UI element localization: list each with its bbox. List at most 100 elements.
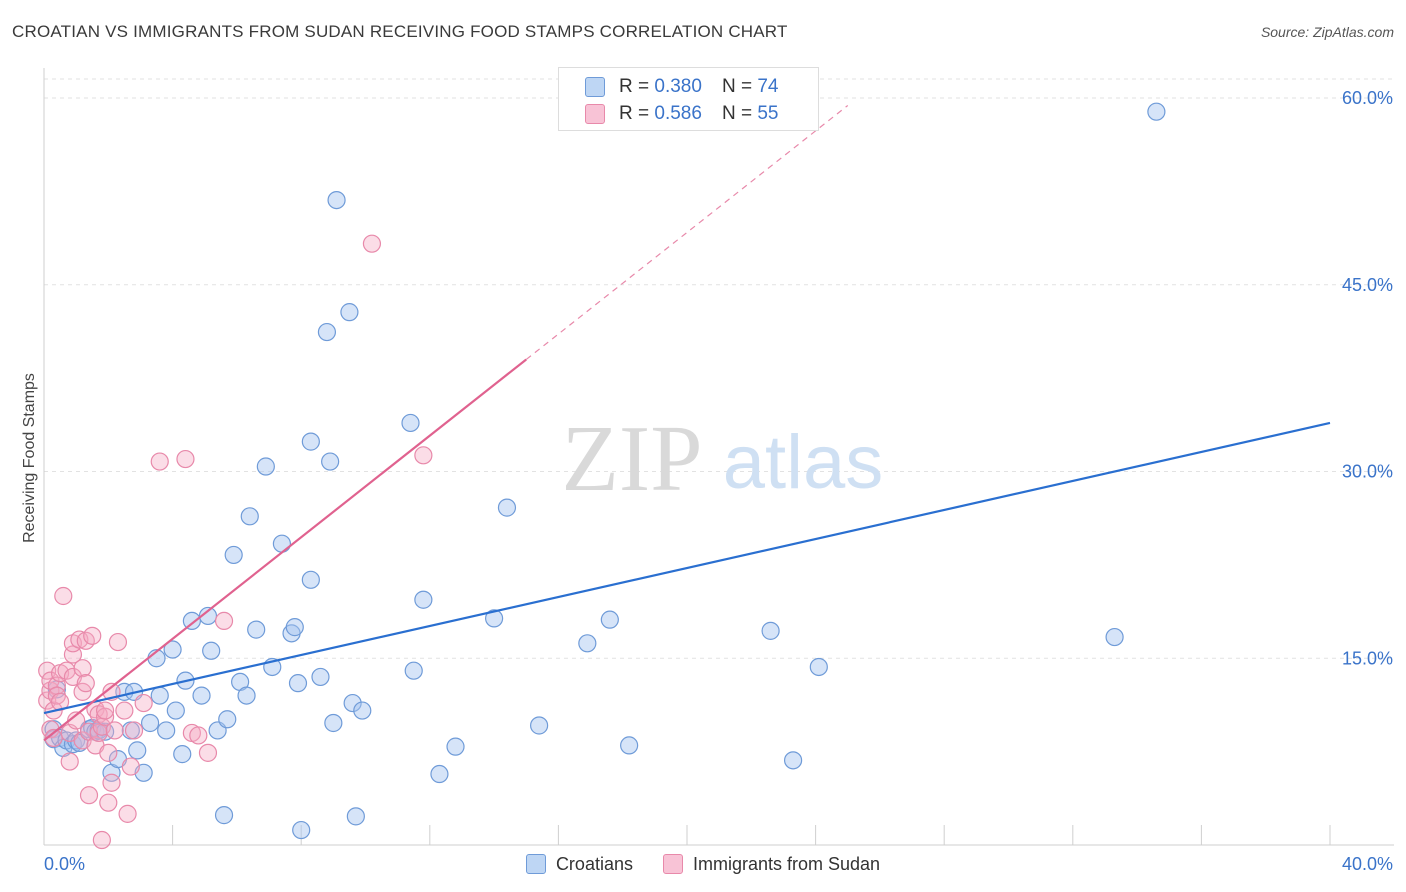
sudan-point — [79, 786, 99, 805]
croatians-point — [324, 713, 343, 733]
croatians-point — [163, 640, 182, 659]
croatians-point — [157, 721, 176, 740]
croatians-point — [401, 413, 420, 433]
y-tick-label: 60.0% — [1342, 88, 1393, 108]
croatians-point — [485, 609, 504, 628]
legend-r-value: 0.380 — [654, 76, 702, 97]
croatians-point — [218, 710, 237, 729]
legend-row-sudan: R = 0.586 N = 55 — [585, 102, 778, 126]
croatians-point — [292, 820, 311, 840]
sudan-trend-line — [43, 358, 527, 742]
croatians-point — [404, 661, 423, 680]
croatians-point — [343, 693, 362, 713]
legend-swatch-blue — [525, 854, 546, 874]
croatians-point — [214, 806, 234, 825]
croatians-point — [301, 432, 320, 451]
sudan-point — [83, 626, 102, 645]
y-axis-label: Receiving Food Stamps — [21, 373, 38, 543]
croatians-point — [497, 498, 517, 517]
tick-labels: 15.0% 30.0% 45.0% 60.0% 0.0% 40.0% — [44, 88, 1393, 874]
croatians-point — [340, 303, 359, 322]
correlation-legend: R = 0.380 N = 74 R = 0.586 N = 55 — [558, 67, 819, 131]
croatians-point — [173, 745, 192, 764]
croatians-point — [446, 737, 465, 756]
croatians-point — [247, 620, 266, 639]
watermark-zip: ZIP — [562, 407, 703, 511]
legend-n-label: N = — [721, 103, 753, 124]
legend-r-label: R = — [619, 76, 650, 97]
sudan-point — [124, 721, 144, 740]
legend-n-value: 74 — [757, 76, 779, 97]
sudan-point — [60, 752, 79, 771]
legend-swatch-pink — [662, 854, 683, 874]
sudan-point — [95, 701, 115, 720]
sudan-point — [134, 693, 153, 713]
croatians-point — [346, 807, 365, 826]
sudan-point — [362, 234, 382, 253]
trend-lines — [43, 104, 1331, 742]
croatians-point — [353, 701, 372, 720]
croatians-point — [166, 701, 185, 720]
sudan-point — [198, 743, 218, 762]
croatians-trend-line — [43, 421, 1331, 715]
legend-swatch-blue — [585, 77, 605, 97]
sudan-point — [38, 691, 57, 710]
sudan-trend-line-extension — [525, 104, 849, 360]
croatians-points — [44, 102, 1166, 840]
croatians-point — [321, 452, 340, 471]
croatians-point — [578, 634, 597, 653]
axes — [43, 68, 1394, 846]
chart-title: CROATIAN VS IMMIGRANTS FROM SUDAN RECEIV… — [12, 22, 788, 41]
sudan-point — [118, 804, 137, 823]
sudan-point — [150, 452, 169, 471]
croatians-point — [285, 618, 304, 637]
croatians-point — [256, 457, 275, 476]
croatians-point — [783, 751, 803, 770]
legend-swatch-pink — [585, 104, 605, 124]
sudan-point — [99, 793, 118, 812]
croatians-point — [128, 741, 147, 760]
croatians-point — [327, 190, 346, 210]
sudan-points — [38, 234, 433, 850]
sudan-point — [115, 701, 134, 720]
croatians-point — [240, 507, 259, 526]
croatians-point — [288, 674, 308, 693]
croatians-point — [202, 641, 221, 660]
croatians-point — [182, 611, 201, 631]
sudan-point — [414, 446, 433, 465]
y-tick-label: 15.0% — [1342, 648, 1393, 668]
sudan-point — [44, 728, 63, 748]
legend-label-sudan: Immigrants from Sudan — [692, 853, 881, 874]
croatians-point — [1147, 102, 1166, 121]
croatians-point — [414, 590, 433, 609]
sudan-point — [76, 674, 95, 693]
sudan-point — [95, 707, 115, 726]
x-tick-label-min: 0.0% — [44, 854, 85, 874]
croatians-point — [430, 764, 449, 784]
croatians-point — [761, 621, 780, 640]
croatians-point — [95, 722, 115, 741]
sudan-point — [54, 586, 73, 606]
croatians-point — [67, 731, 86, 750]
watermark-atlas: atlas — [723, 420, 884, 505]
y-tick-label: 45.0% — [1342, 275, 1393, 295]
croatians-point — [1105, 627, 1124, 647]
legend-r-label: R = — [619, 103, 650, 124]
sudan-point — [214, 611, 234, 631]
x-tick-label-max: 40.0% — [1342, 854, 1393, 874]
croatians-point — [150, 686, 169, 705]
legend-item-croatians: Croatians — [525, 854, 633, 875]
watermark: ZIP atlas — [562, 407, 884, 511]
sudan-point — [189, 726, 208, 745]
croatians-point — [530, 716, 549, 735]
croatians-point — [301, 570, 320, 589]
croatians-point — [192, 686, 211, 705]
series-legend: Croatians Immigrants from Sudan — [0, 852, 1406, 876]
croatians-point — [140, 713, 160, 733]
croatians-point — [237, 686, 256, 705]
legend-r-value: 0.586 — [654, 103, 702, 124]
sudan-point — [102, 773, 121, 792]
croatians-point — [272, 534, 292, 553]
y-tick-label: 30.0% — [1342, 462, 1393, 482]
